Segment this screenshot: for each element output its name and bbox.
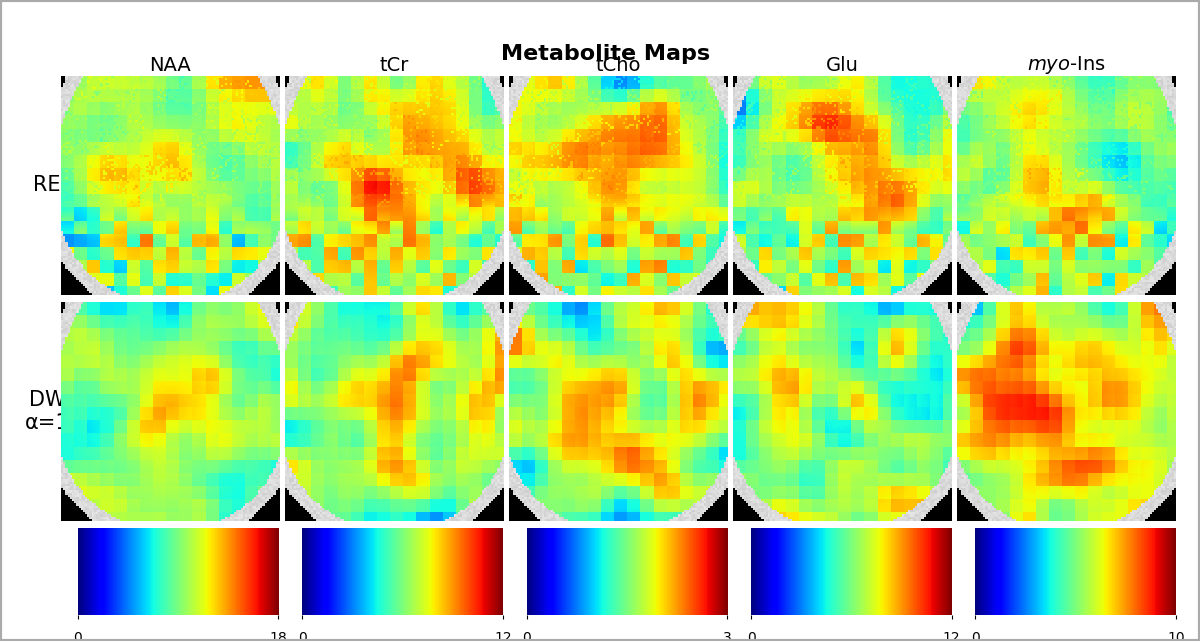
Text: DW
α=1: DW α=1 bbox=[24, 390, 70, 433]
Title: tCr: tCr bbox=[379, 56, 409, 76]
Title: tCho: tCho bbox=[595, 56, 641, 76]
Title: Glu: Glu bbox=[826, 56, 859, 76]
Text: RE: RE bbox=[34, 175, 61, 195]
Title: $\it{myo}$-Ins: $\it{myo}$-Ins bbox=[1027, 54, 1105, 76]
Text: Metabolite Maps: Metabolite Maps bbox=[502, 44, 710, 63]
Title: NAA: NAA bbox=[149, 56, 191, 76]
